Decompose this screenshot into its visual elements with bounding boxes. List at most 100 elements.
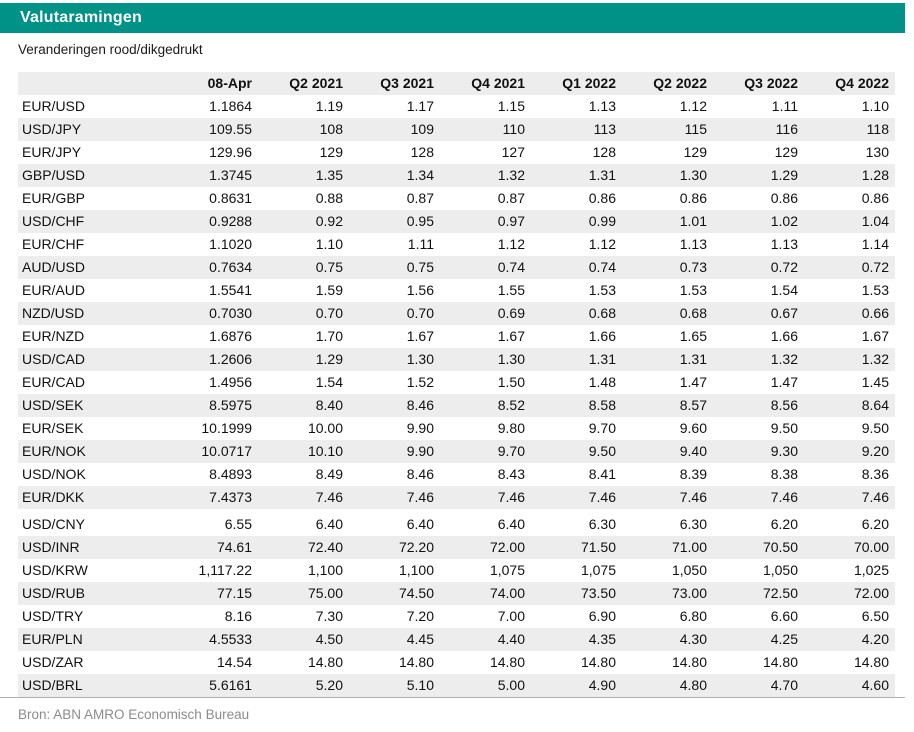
value-cell: 9.70 bbox=[497, 443, 525, 459]
value-cell: 1.30 bbox=[497, 351, 525, 367]
value-cell: 1.12 bbox=[588, 236, 616, 252]
value-cell: 1.29 bbox=[315, 351, 343, 367]
pair-label: USD/KRW bbox=[22, 562, 88, 578]
value-cell: 1.6876 bbox=[209, 328, 252, 344]
table-row: EUR/NZD 1.6876 1.70 1.67 1.67 1.66 1.65 1.66 1.6… bbox=[18, 325, 895, 348]
pair-label: GBP/USD bbox=[22, 167, 86, 183]
value-cell: 73.00 bbox=[671, 585, 707, 601]
table-row: USD/BRL 5.6161 5.20 5.10 5.00 4.90 4.80 4.70 4.6… bbox=[18, 674, 895, 697]
pair-label: EUR/NZD bbox=[22, 328, 85, 344]
value-cell: 4.25 bbox=[770, 631, 798, 647]
value-cell: 8.40 bbox=[315, 397, 343, 413]
value-cell: 5.00 bbox=[497, 677, 525, 693]
value-cell: 6.40 bbox=[497, 516, 525, 532]
pair-label: EUR/GBP bbox=[22, 190, 86, 206]
value-cell: 8.46 bbox=[406, 466, 434, 482]
table-row: EUR/NOK 10.0717 10.10 9.90 9.70 9.50 9.40 9.30 9… bbox=[18, 440, 895, 463]
value-cell: 0.70 bbox=[406, 305, 434, 321]
value-cell: 1.50 bbox=[497, 374, 525, 390]
value-cell: 1.19 bbox=[315, 98, 343, 114]
value-cell: 1.48 bbox=[588, 374, 616, 390]
value-cell: 1.53 bbox=[679, 282, 707, 298]
value-cell: 1.17 bbox=[406, 98, 434, 114]
value-cell: 1.4956 bbox=[209, 374, 252, 390]
value-cell: 9.60 bbox=[679, 420, 707, 436]
pair-label: EUR/NOK bbox=[22, 443, 86, 459]
column-header: Q2 2022 bbox=[653, 75, 707, 91]
table-row: EUR/JPY 129.96 129 128 127 128 129 129 130 bbox=[18, 141, 895, 164]
pair-label: USD/CHF bbox=[22, 213, 85, 229]
value-cell: 1.47 bbox=[679, 374, 707, 390]
value-cell: 1.31 bbox=[588, 351, 616, 367]
value-cell: 0.87 bbox=[406, 190, 434, 206]
value-cell: 110 bbox=[502, 121, 525, 137]
value-cell: 8.46 bbox=[406, 397, 434, 413]
value-cell: 6.40 bbox=[315, 516, 343, 532]
value-cell: 14.80 bbox=[762, 654, 798, 670]
value-cell: 1,100 bbox=[307, 562, 343, 578]
value-cell: 1.67 bbox=[406, 328, 434, 344]
value-cell: 1.65 bbox=[679, 328, 707, 344]
value-cell: 8.5975 bbox=[209, 397, 252, 413]
value-cell: 7.46 bbox=[497, 489, 525, 505]
value-cell: 129.96 bbox=[209, 144, 252, 160]
value-cell: 0.72 bbox=[861, 259, 889, 275]
value-cell: 10.10 bbox=[307, 443, 343, 459]
value-cell: 1.11 bbox=[771, 98, 798, 114]
column-header: 08-Apr bbox=[207, 75, 252, 91]
table-row: USD/CNY 6.55 6.40 6.40 6.40 6.30 6.30 6.20 6.20 bbox=[18, 513, 895, 536]
value-cell: 0.88 bbox=[315, 190, 343, 206]
value-cell: 14.80 bbox=[307, 654, 343, 670]
table-row: EUR/USD 1.1864 1.19 1.17 1.15 1.13 1.12 1.11 1.1… bbox=[18, 95, 895, 118]
table-bottom-rule bbox=[0, 697, 905, 698]
value-cell: 1.53 bbox=[861, 282, 889, 298]
value-cell: 127 bbox=[501, 144, 525, 160]
header-row: 08-Apr Q2 2021 Q3 2021 Q4 2021 Q1 2022 Q2 202… bbox=[18, 72, 895, 95]
value-cell: 0.95 bbox=[406, 213, 434, 229]
value-cell: 6.30 bbox=[588, 516, 616, 532]
value-cell: 0.74 bbox=[588, 259, 616, 275]
value-cell: 10.0717 bbox=[201, 443, 252, 459]
value-cell: 10.1999 bbox=[201, 420, 252, 436]
forecast-table-wrap: 08-Apr Q2 2021 Q3 2021 Q4 2021 Q1 2022 Q2 202… bbox=[18, 72, 895, 697]
table-row: USD/CAD 1.2606 1.29 1.30 1.30 1.31 1.31 1.32 1.3… bbox=[18, 348, 895, 371]
value-cell: 8.36 bbox=[861, 466, 889, 482]
value-cell: 70.00 bbox=[853, 539, 889, 555]
value-cell: 128 bbox=[592, 144, 616, 160]
value-cell: 8.43 bbox=[497, 466, 525, 482]
value-cell: 6.20 bbox=[861, 516, 889, 532]
value-cell: 8.38 bbox=[770, 466, 798, 482]
value-cell: 113 bbox=[593, 121, 616, 137]
value-cell: 1.2606 bbox=[209, 351, 252, 367]
value-cell: 1.67 bbox=[497, 328, 525, 344]
pair-label: EUR/AUD bbox=[22, 282, 86, 298]
value-cell: 6.80 bbox=[679, 608, 707, 624]
value-cell: 116 bbox=[775, 121, 798, 137]
table-row: USD/TRY 8.16 7.30 7.20 7.00 6.90 6.80 6.60 6.50 bbox=[18, 605, 895, 628]
value-cell: 129 bbox=[774, 144, 798, 160]
column-header: Q3 2022 bbox=[744, 75, 798, 91]
value-cell: 1,100 bbox=[398, 562, 434, 578]
value-cell: 7.30 bbox=[315, 608, 343, 624]
value-cell: 0.73 bbox=[679, 259, 707, 275]
table-row: EUR/CAD 1.4956 1.54 1.52 1.50 1.48 1.47 1.47 1.4… bbox=[18, 371, 895, 394]
value-cell: 7.4373 bbox=[209, 489, 252, 505]
value-cell: 75.00 bbox=[307, 585, 343, 601]
value-cell: 70.50 bbox=[762, 539, 798, 555]
value-cell: 0.86 bbox=[861, 190, 889, 206]
table-row: AUD/USD 0.7634 0.75 0.75 0.74 0.74 0.73 0.72 0.7… bbox=[18, 256, 895, 279]
value-cell: 1.3745 bbox=[209, 167, 252, 183]
value-cell: 5.6161 bbox=[209, 677, 252, 693]
table-row: USD/ZAR 14.54 14.80 14.80 14.80 14.80 14.80 14.… bbox=[18, 651, 895, 674]
value-cell: 1.13 bbox=[679, 236, 707, 252]
value-cell: 7.46 bbox=[770, 489, 798, 505]
value-cell: 9.50 bbox=[770, 420, 798, 436]
value-cell: 8.56 bbox=[770, 397, 798, 413]
value-cell: 129 bbox=[683, 144, 707, 160]
value-cell: 1.32 bbox=[497, 167, 525, 183]
pair-label: USD/SEK bbox=[22, 397, 84, 413]
value-cell: 7.46 bbox=[406, 489, 434, 505]
value-cell: 1.11 bbox=[407, 236, 434, 252]
value-cell: 4.30 bbox=[679, 631, 707, 647]
